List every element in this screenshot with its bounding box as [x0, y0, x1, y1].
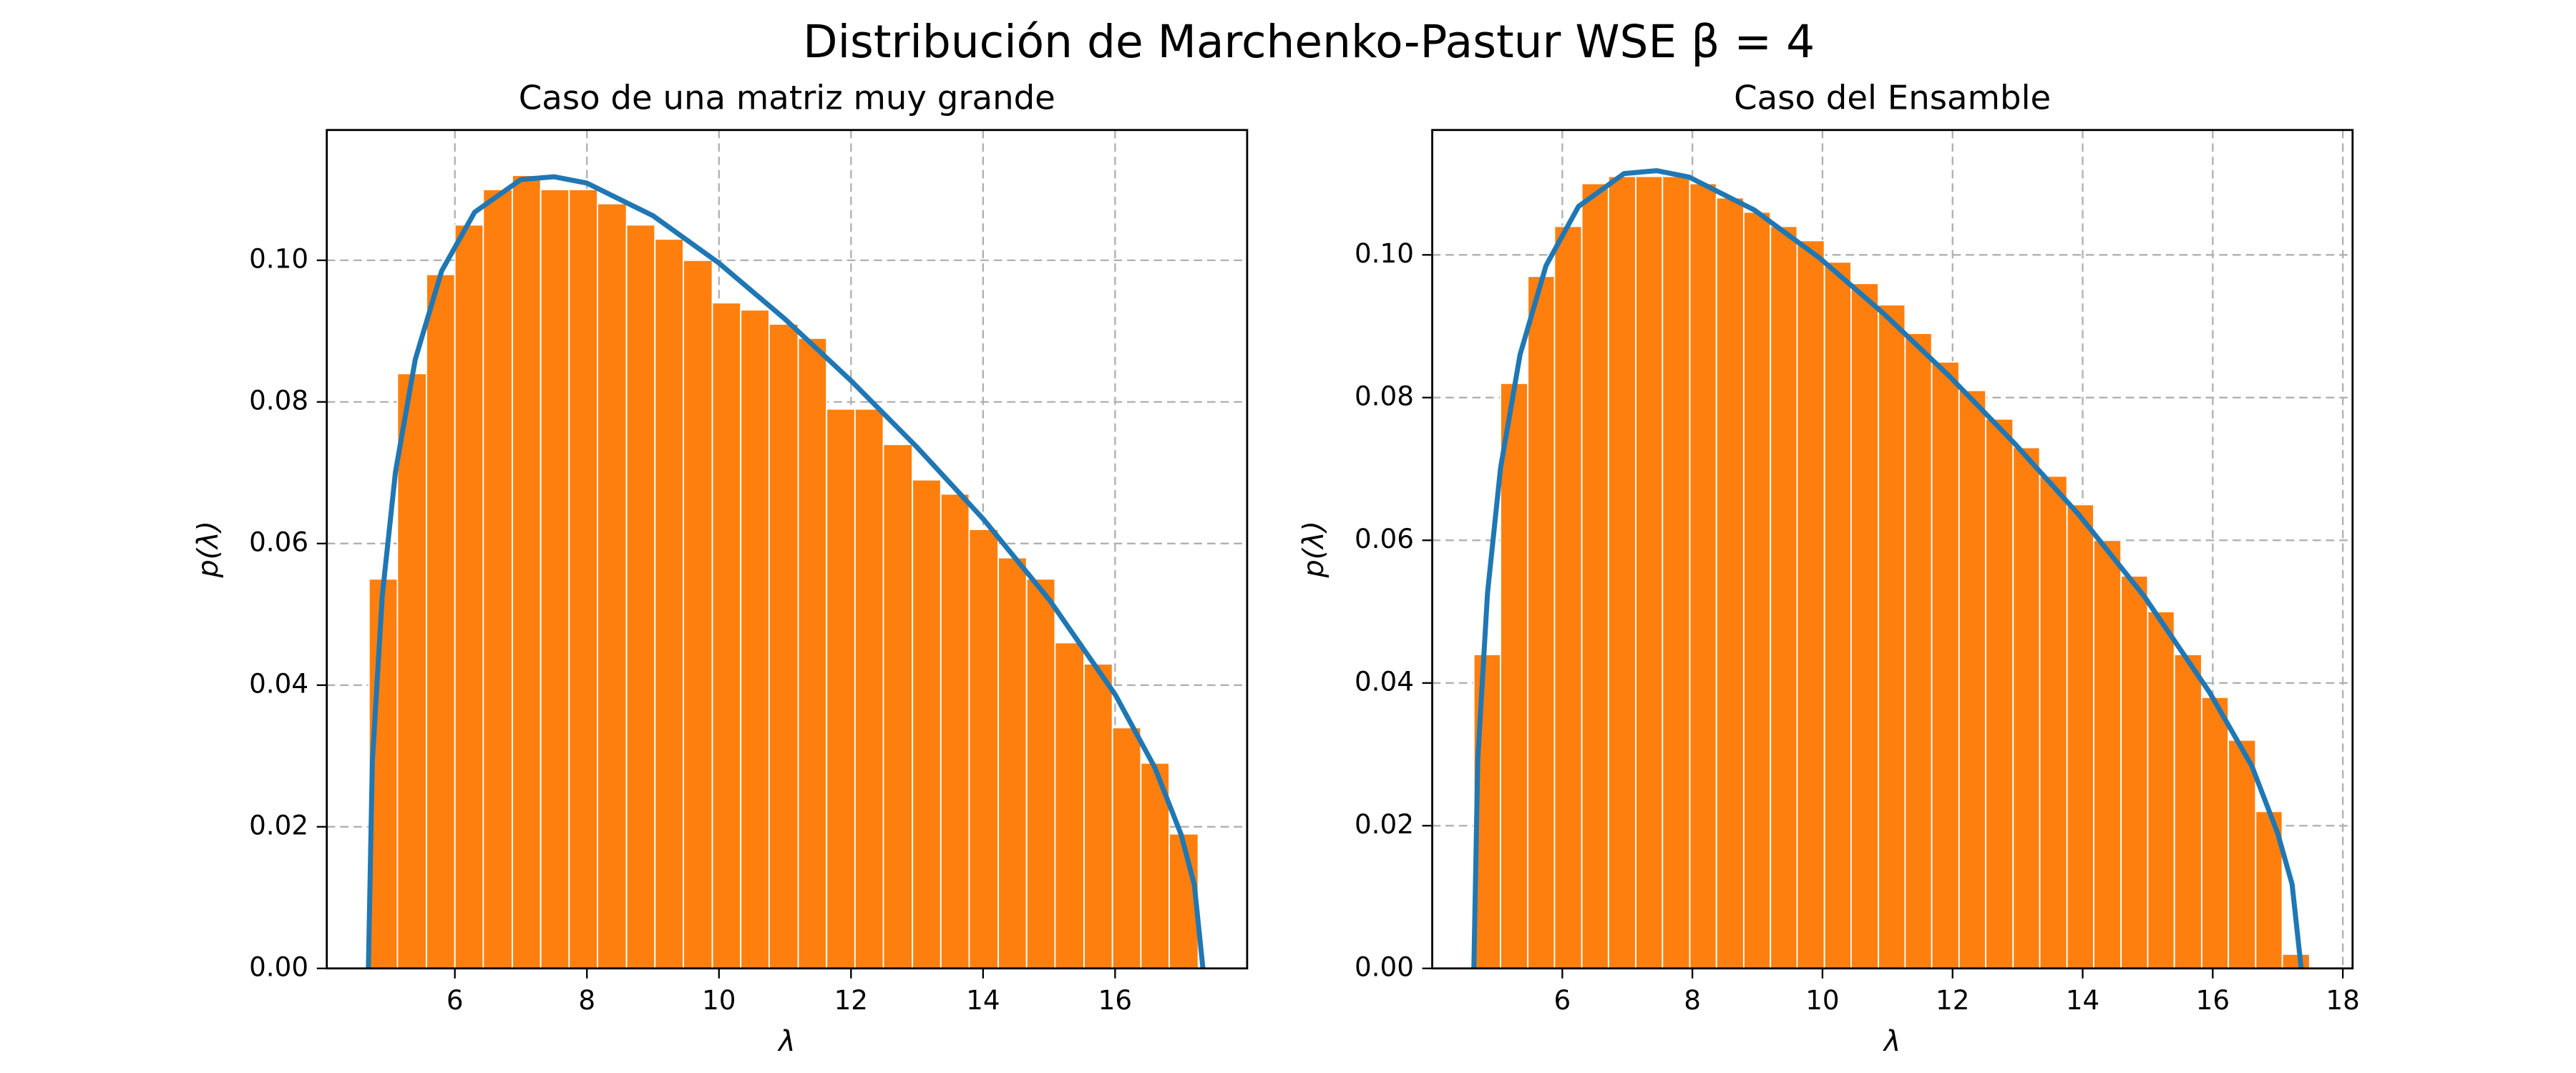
y-tick-label: 0.00 — [1355, 951, 1414, 982]
histogram-bar — [768, 323, 799, 969]
histogram-bar — [1553, 225, 1583, 969]
histogram-bar — [454, 224, 484, 969]
histogram-bar — [625, 224, 656, 969]
histogram-bar — [1715, 197, 1745, 969]
y-tick-label: 0.06 — [1355, 523, 1414, 554]
y-tick-label: 0.00 — [249, 951, 308, 982]
histogram-bar — [882, 444, 914, 969]
histogram-bar — [1581, 182, 1609, 969]
histogram-bar — [2066, 504, 2094, 969]
histogram-bar — [2120, 575, 2149, 969]
x-axis-label: λ — [1883, 1025, 1901, 1058]
histogram-bar — [654, 238, 684, 969]
histogram-bar — [854, 408, 884, 969]
x-tick-label: 18 — [2326, 984, 2359, 1016]
histogram-bar — [1662, 175, 1691, 969]
histogram-bar — [683, 259, 713, 969]
y-tick-label: 0.02 — [249, 809, 308, 841]
axes-title: Caso de una matriz muy grande — [519, 78, 1055, 117]
y-axis-label: p(λ) — [192, 521, 225, 579]
histogram-bar — [711, 302, 742, 969]
histogram-bar — [1850, 283, 1880, 969]
histogram-bar — [1878, 304, 1906, 969]
histogram-bar — [1823, 261, 1852, 969]
x-tick-label: 16 — [1098, 984, 1132, 1016]
histogram-bar — [1958, 389, 1987, 969]
histogram-bar — [968, 529, 999, 969]
histogram-bar — [2039, 475, 2068, 969]
y-tick-label: 0.10 — [1355, 237, 1414, 269]
histogram-bar — [940, 493, 970, 969]
histogram-bar — [2012, 446, 2041, 969]
histogram-bar — [1635, 175, 1664, 969]
y-tick-label: 0.04 — [249, 667, 308, 699]
x-tick-label: 14 — [2066, 984, 2099, 1016]
x-tick-label: 10 — [702, 984, 736, 1016]
density-curve — [366, 174, 1206, 969]
histogram-bar — [597, 202, 628, 969]
histogram-bar — [1985, 418, 2014, 969]
y-tick-label: 0.08 — [249, 384, 308, 416]
histogram-bar — [1111, 727, 1142, 969]
histogram-bar — [1083, 663, 1113, 969]
histogram-bar — [1689, 182, 1717, 969]
histogram-bar — [997, 557, 1028, 969]
histogram-bar — [1931, 361, 1960, 969]
histogram-bar — [2200, 696, 2230, 969]
histogram-bar — [2228, 739, 2257, 969]
x-tick-label: 12 — [834, 984, 868, 1016]
histogram-bar — [1796, 240, 1825, 969]
x-tick-label: 16 — [2196, 984, 2230, 1016]
histogram-bar — [2281, 953, 2311, 969]
x-tick-label: 6 — [447, 984, 464, 1016]
y-tick-label: 0.10 — [249, 242, 308, 274]
x-tick-label: 10 — [1805, 984, 1839, 1016]
x-tick-label: 6 — [1553, 984, 1571, 1016]
density-curve — [1471, 168, 2304, 969]
histogram-bar — [1607, 175, 1636, 969]
y-tick-label: 0.08 — [1355, 380, 1414, 411]
histogram-bar — [540, 188, 570, 969]
histogram-bar — [512, 175, 542, 969]
x-axis-label: λ — [777, 1025, 795, 1058]
axes-title: Caso del Ensamble — [1734, 78, 2051, 117]
x-tick-label: 8 — [1684, 984, 1701, 1016]
figure-title: Distribución de Marchenko-Pastur WSE β =… — [803, 16, 1815, 68]
histogram-bar — [797, 337, 828, 969]
axes-frame — [326, 129, 1249, 970]
x-tick-label: 14 — [966, 984, 1000, 1016]
histogram-bar — [1500, 382, 1529, 969]
y-tick-label: 0.02 — [1355, 808, 1414, 840]
x-tick-label: 8 — [578, 984, 595, 1016]
histogram-bar — [568, 188, 598, 969]
y-axis-label: p(λ) — [1297, 521, 1330, 579]
histogram-bar — [396, 373, 427, 969]
histogram-bar — [826, 408, 856, 969]
axes-frame — [1431, 129, 2354, 970]
histogram-bar — [1527, 275, 1556, 969]
histogram-bar — [1743, 211, 1772, 969]
histogram-bar — [1904, 333, 1933, 969]
histogram-bar — [1770, 225, 1798, 969]
histogram-bar — [740, 309, 770, 969]
histogram-bar — [2173, 653, 2202, 969]
histogram-bar — [482, 188, 513, 969]
histogram-bar — [1025, 578, 1056, 969]
x-tick-label: 12 — [1936, 984, 1969, 1016]
y-tick-label: 0.06 — [249, 526, 308, 557]
histogram-bar — [912, 479, 942, 969]
histogram-bar — [1169, 833, 1199, 969]
histogram-bar — [426, 273, 456, 969]
y-tick-label: 0.04 — [1355, 665, 1414, 697]
histogram-bar — [1054, 642, 1085, 969]
histogram-bar — [2093, 539, 2122, 969]
histogram-bar — [2147, 611, 2175, 969]
